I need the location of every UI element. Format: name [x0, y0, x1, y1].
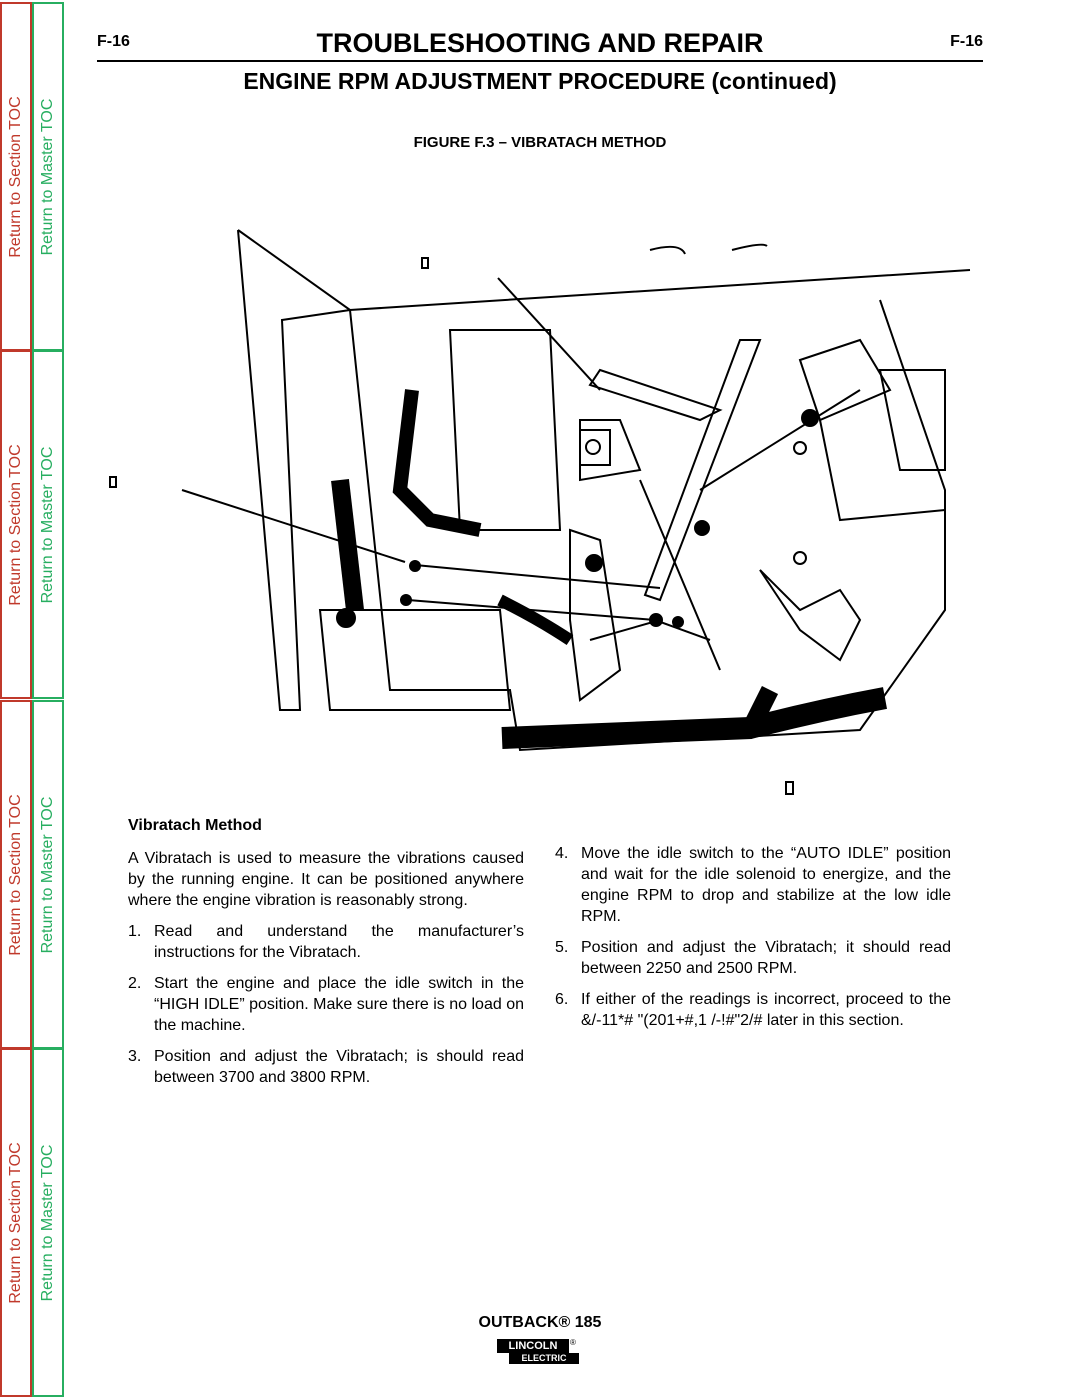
- list-item: 4. Move the idle switch to the “AUTO IDLE…: [555, 843, 951, 927]
- master-toc-link[interactable]: Return to Master TOC: [32, 1048, 64, 1397]
- page-title: TROUBLESHOOTING AND REPAIR: [316, 28, 764, 58]
- section-toc-link[interactable]: Return to Section TOC: [0, 1048, 32, 1397]
- logo-top: LINCOLN: [497, 1339, 569, 1353]
- list-item: 6. If either of the readings is incorrect…: [555, 989, 951, 1031]
- logo: LINCOLN ® ELECTRIC: [495, 1338, 583, 1366]
- left-column: Vibratach Method A Vibratach is used to …: [128, 815, 524, 1098]
- link-text: Return to Section TOC: [7, 443, 24, 606]
- item-number: 3.: [128, 1048, 142, 1065]
- figure-caption: FIGURE F.3 – VIBRATACH METHOD: [413, 134, 667, 151]
- paragraph: A Vibratach is used to measure the vibra…: [128, 850, 524, 909]
- item-number: 5.: [555, 939, 569, 956]
- section-toc-link[interactable]: Return to Section TOC: [0, 700, 32, 1049]
- page-number: F-16: [97, 33, 130, 50]
- item-text: If either of the readings is incorrect, …: [581, 991, 951, 1029]
- page-number: F-16: [950, 33, 983, 50]
- master-toc-link[interactable]: Return to Master TOC: [32, 350, 64, 699]
- link-text: Return to Master TOC: [39, 98, 56, 255]
- list-item: 1. Read and understand the manufacturer’s…: [128, 921, 524, 963]
- list-item: 2. Start the engine and place the idle sw…: [128, 973, 524, 1036]
- list-item: 3. Position and adjust the Vibratach; is …: [128, 1046, 524, 1088]
- list-item: 5. Position and adjust the Vibratach; it …: [555, 937, 951, 979]
- item-number: 6.: [555, 991, 569, 1008]
- logo-mark: ®: [570, 1338, 576, 1347]
- item-number: 2.: [128, 975, 142, 992]
- section-toc-link[interactable]: Return to Section TOC: [0, 350, 32, 699]
- rule: [97, 60, 983, 62]
- item-number: 4.: [555, 845, 569, 862]
- item-text: Read and understand the manufacturer’s i…: [154, 923, 524, 961]
- item-number: 1.: [128, 923, 142, 940]
- subtitle: ENGINE RPM ADJUSTMENT PROCEDURE (continu…: [243, 68, 837, 94]
- item-text: Move the idle switch to the “AUTO IDLE” …: [581, 845, 951, 925]
- link-text: Return to Master TOC: [39, 446, 56, 603]
- item-text: Start the engine and place the idle swit…: [154, 975, 524, 1034]
- right-column: 4. Move the idle switch to the “AUTO IDLE…: [555, 843, 951, 1041]
- section-heading: Vibratach Method: [128, 817, 262, 834]
- link-text: Return to Master TOC: [39, 796, 56, 953]
- logo-bottom: ELECTRIC: [509, 1353, 579, 1364]
- link-text: Return to Section TOC: [7, 1141, 24, 1304]
- link-text: Return to Section TOC: [7, 95, 24, 258]
- link-text: Return to Master TOC: [39, 1144, 56, 1301]
- master-toc-link[interactable]: Return to Master TOC: [32, 700, 64, 1049]
- figure-illustration: [109, 229, 971, 795]
- item-text: Position and adjust the Vibratach; is sh…: [154, 1048, 524, 1086]
- footer-model: OUTBACK® 185: [478, 1314, 602, 1331]
- link-text: Return to Section TOC: [7, 793, 24, 956]
- item-text: Position and adjust the Vibratach; it sh…: [581, 939, 951, 977]
